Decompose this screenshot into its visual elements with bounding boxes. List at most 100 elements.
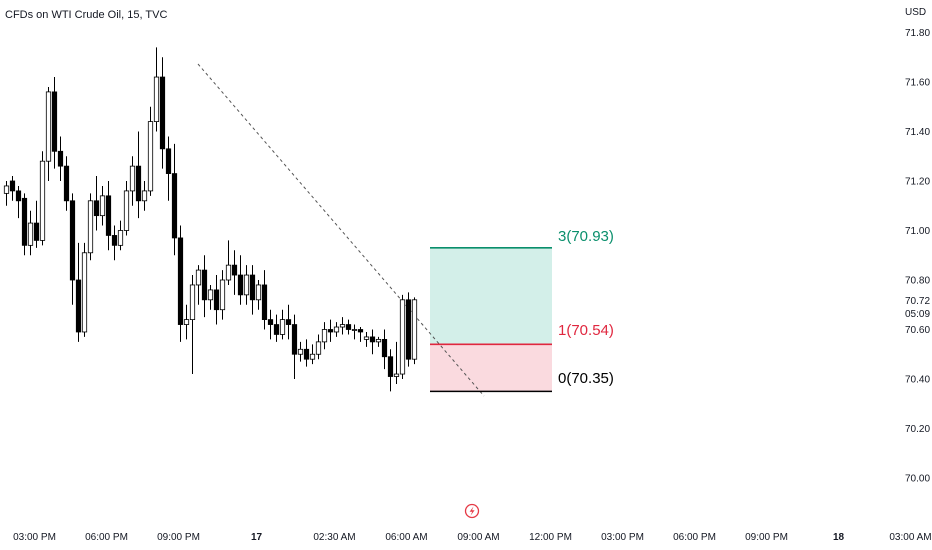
- candle: [405, 292, 412, 367]
- candle-body-down: [171, 173, 178, 239]
- candle: [33, 200, 40, 248]
- candle-body-down: [177, 237, 184, 325]
- x-tick-label: 17: [251, 532, 263, 543]
- candle-body-down: [159, 76, 166, 150]
- position-zones[interactable]: [430, 247, 552, 392]
- candle-body-up: [333, 326, 340, 333]
- candle-body-up: [147, 121, 154, 192]
- x-tick-label: 06:00 PM: [673, 532, 716, 543]
- candle-body-down: [9, 180, 16, 192]
- candle-body-down: [303, 348, 310, 360]
- lightning-icon: [469, 506, 475, 516]
- y-tick-label: 71.40: [905, 127, 930, 138]
- target-zone[interactable]: [430, 247, 552, 345]
- candle-body-up: [219, 279, 226, 311]
- candle: [195, 265, 202, 305]
- candle-body-down: [15, 190, 22, 202]
- candle-body-up: [225, 264, 232, 281]
- candle-body-up: [183, 319, 190, 325]
- candle-body-down: [57, 150, 64, 167]
- candle: [351, 324, 358, 340]
- candle: [273, 314, 280, 342]
- candle: [363, 331, 370, 347]
- candle: [291, 314, 298, 379]
- fib-levels-group[interactable]: 3(70.93) 1(70.54) 0(70.35): [430, 228, 614, 393]
- candle: [225, 240, 232, 285]
- candle: [393, 341, 400, 384]
- x-tick-label: 06:00 AM: [385, 532, 427, 543]
- candle-body-down: [21, 197, 28, 246]
- candle: [105, 181, 112, 251]
- candle: [21, 193, 28, 256]
- candle: [219, 270, 226, 320]
- candle-body-up: [207, 289, 214, 301]
- candle: [141, 181, 148, 211]
- y-tick-label: 70.00: [905, 474, 930, 485]
- candle: [129, 156, 136, 206]
- candle: [99, 185, 106, 226]
- candles-group: [3, 47, 418, 392]
- candle-body-down: [51, 91, 58, 152]
- candle-body-down: [345, 324, 352, 330]
- candle-body-up: [123, 190, 130, 231]
- candle-body-down: [75, 279, 82, 333]
- candle: [237, 255, 244, 305]
- countdown-label: 05:09: [905, 309, 930, 320]
- trendline[interactable]: [197, 63, 485, 397]
- candle-body-up: [399, 299, 406, 375]
- candle: [357, 327, 364, 342]
- candle-body-down: [285, 319, 292, 325]
- stop-zone[interactable]: [430, 344, 552, 392]
- candle-body-down: [33, 222, 40, 241]
- candle: [183, 304, 190, 340]
- candle: [165, 136, 172, 201]
- fib-level-label: 3(70.93): [558, 228, 614, 245]
- candle: [147, 106, 154, 196]
- candle-body-up: [153, 76, 160, 123]
- candle-body-up: [315, 341, 322, 355]
- price-axis[interactable]: 71.80 71.60 71.40 71.20 71.00 70.80 70.60 70.40…: [905, 28, 930, 485]
- lightning-event-icon[interactable]: [464, 503, 480, 519]
- candle-body-up: [129, 165, 136, 192]
- candle-body-down: [63, 165, 70, 202]
- candle: [369, 329, 376, 355]
- candle: [249, 265, 256, 315]
- candle: [189, 275, 196, 375]
- candle-body-up: [189, 284, 196, 321]
- candle-body-up: [351, 329, 358, 331]
- candle-body-down: [111, 235, 118, 246]
- candle: [285, 304, 292, 340]
- candle-body-up: [117, 230, 124, 246]
- currency-label: USD: [905, 7, 926, 18]
- candle: [171, 143, 178, 256]
- candle-body-down: [249, 274, 256, 301]
- candle: [345, 319, 352, 335]
- candle-body-down: [357, 329, 364, 333]
- y-tick-label: 71.60: [905, 78, 930, 89]
- candle-body-up: [279, 319, 286, 335]
- candle-body-down: [381, 338, 388, 358]
- candle-body-up: [375, 338, 382, 343]
- candle: [381, 329, 388, 370]
- candle-body-up: [255, 284, 262, 301]
- candle-body-down: [267, 319, 274, 325]
- candle: [75, 242, 82, 342]
- candle-body-down: [273, 324, 280, 335]
- candle-body-up: [3, 185, 10, 194]
- y-tick-label: 70.80: [905, 276, 930, 287]
- candle-body-up: [27, 222, 34, 246]
- candle: [87, 193, 94, 261]
- y-tick-label: 70.40: [905, 375, 930, 386]
- y-tick-label: 71.20: [905, 177, 930, 188]
- trendline-group[interactable]: [197, 63, 485, 397]
- candle: [3, 181, 10, 206]
- candle: [117, 220, 124, 251]
- candle: [267, 309, 274, 340]
- candle: [159, 57, 166, 169]
- time-axis[interactable]: 03:00 PM 06:00 PM 09:00 PM 17 02:30 AM 06:00 …: [13, 532, 932, 543]
- candle: [9, 176, 16, 201]
- candle: [303, 339, 310, 367]
- candle: [375, 336, 382, 347]
- chart-title: CFDs on WTI Crude Oil, 15, TVC: [5, 9, 167, 21]
